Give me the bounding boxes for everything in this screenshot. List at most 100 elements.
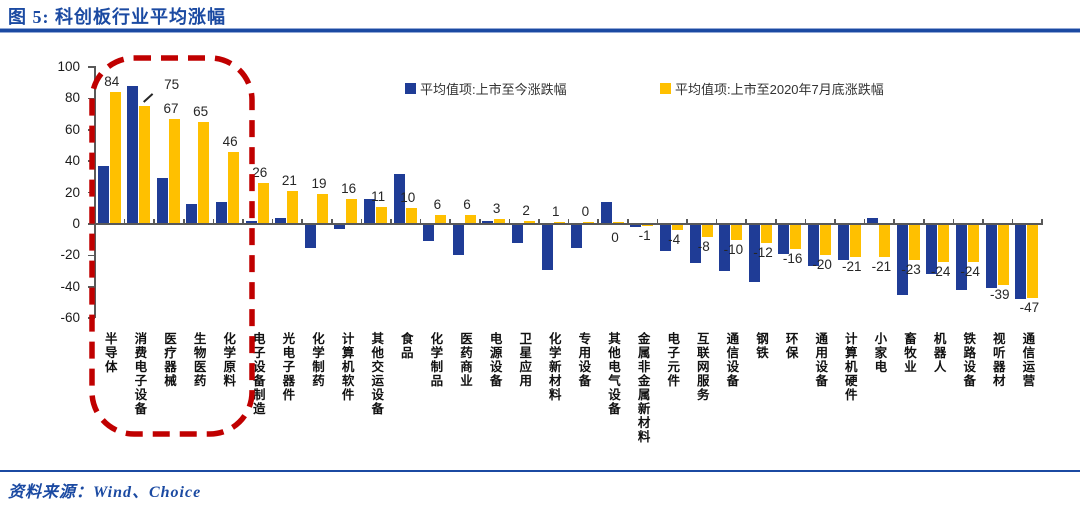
data-label: -47: [1019, 299, 1040, 315]
figure-title: 图 5: 科创板行业平均涨幅: [8, 7, 226, 27]
bar-series2-畜牧业: [908, 224, 920, 261]
x-tick-mark: [1041, 219, 1043, 225]
y-tick-label: -40: [60, 278, 80, 294]
data-label: 46: [222, 133, 238, 149]
bar-series1-电子元件: [659, 224, 671, 251]
y-tick-label: 60: [64, 121, 80, 137]
bar-series2-通信设备: [731, 224, 743, 240]
x-tick-mark: [804, 219, 807, 225]
data-label: 6: [433, 196, 442, 212]
x-tick-mark: [597, 219, 599, 225]
x-tick-mark: [123, 219, 126, 225]
y-axis-line: [94, 66, 96, 318]
category-label-化学原料: 化学原料: [221, 332, 236, 388]
category-label-电子元件: 电子元件: [665, 332, 680, 388]
bar-series1-专用设备: [571, 224, 583, 248]
bar-series1-钢铁: [748, 224, 760, 283]
x-tick-mark: [923, 219, 925, 225]
x-tick-mark: [390, 219, 392, 225]
y-tick-label: 80: [64, 90, 80, 106]
x-tick-mark: [982, 219, 984, 225]
data-label: 26: [252, 165, 268, 181]
data-label: 10: [400, 190, 416, 206]
category-label-专用设备: 专用设备: [576, 332, 591, 388]
bar-series2-通用设备: [819, 224, 831, 256]
category-label-化学制品: 化学制品: [428, 332, 443, 388]
category-label-计算机软件: 计算机软件: [339, 332, 354, 402]
x-tick-mark: [508, 219, 511, 225]
bar-series1-化学原料: [215, 202, 227, 224]
y-tick-label: -20: [60, 247, 80, 263]
x-tick-mark: [893, 219, 895, 225]
data-label: -21: [842, 258, 862, 274]
bar-series1-化学制品: [423, 224, 435, 242]
x-tick-mark: [627, 219, 629, 225]
bar-series2-卫星应用: [523, 220, 535, 224]
data-label: -8: [697, 238, 710, 254]
data-label: 19: [311, 176, 327, 192]
x-tick-mark: [952, 219, 955, 225]
data-label: -20: [812, 257, 832, 273]
x-tick-mark: [686, 219, 688, 225]
legend-swatch-yellow-icon: [660, 83, 671, 94]
x-tick-mark: [1011, 219, 1014, 225]
category-label-视听器材: 视听器材: [990, 332, 1005, 388]
bar-series1-卫星应用: [511, 224, 523, 243]
data-label: 65: [193, 103, 209, 119]
bar-series2-互联网服务: [701, 224, 713, 237]
data-label: 0: [581, 204, 590, 220]
x-tick-mark: [745, 219, 747, 225]
data-label: 21: [281, 173, 297, 188]
category-label-通信运营: 通信运营: [1020, 332, 1035, 388]
bar-series1-畜牧业: [896, 224, 908, 295]
legend-item-series-2: 平均值项:上市至2020年7月底涨跌幅: [660, 79, 884, 98]
x-tick-mark: [212, 219, 215, 225]
bar-series2-钢铁: [760, 224, 772, 243]
x-tick-mark: [360, 219, 363, 225]
bar-series1-铁路设备: [955, 224, 967, 290]
legend-item-series-1: 平均值项:上市至今涨跌幅: [405, 79, 567, 98]
bar-series1-半导体: [97, 165, 109, 224]
x-tick-mark: [94, 219, 96, 225]
bar-series2-其他交运设备: [375, 206, 387, 224]
bar-series2-生物医药: [198, 121, 210, 224]
bar-series1-通信运营: [1015, 224, 1027, 300]
bar-series1-环保: [778, 224, 790, 254]
x-tick-mark: [271, 219, 274, 225]
bar-series2-机器人: [938, 224, 950, 262]
bar-series2-医疗器械: [168, 118, 180, 224]
x-tick-mark: [183, 219, 185, 225]
category-label-医药商业: 医药商业: [458, 332, 472, 388]
x-tick-mark: [449, 219, 451, 225]
bar-series2-化学新材料: [553, 222, 565, 224]
category-label-机器人: 机器人: [931, 332, 946, 374]
bar-series2-铁路设备: [967, 224, 979, 262]
bar-series2-电源设备: [494, 219, 506, 224]
bar-series1-医药商业: [452, 224, 464, 256]
bar-series1-计算机硬件: [837, 224, 849, 261]
category-label-畜牧业: 畜牧业: [902, 332, 916, 374]
category-label-其他电气设备: 其他电气设备: [606, 332, 620, 416]
bar-series2-化学制药: [316, 194, 328, 224]
footer-divider: [0, 470, 1080, 472]
bar-series1-其他交运设备: [363, 198, 375, 224]
category-label-铁路设备: 铁路设备: [961, 332, 976, 388]
category-label-半导体: 半导体: [102, 332, 117, 374]
data-label: -4: [668, 232, 681, 248]
x-tick-mark: [715, 219, 718, 225]
category-label-化学制药: 化学制药: [310, 332, 324, 388]
bar-series1-通用设备: [807, 224, 819, 267]
legend-swatch-blue-icon: [405, 83, 416, 94]
bar-series2-电子设备制造: [257, 183, 269, 224]
bar-series2-通信运营: [1027, 224, 1039, 298]
bar-series2-光电子器件: [287, 191, 299, 224]
bar-series1-光电子器件: [275, 217, 287, 224]
x-tick-mark: [331, 219, 333, 225]
bar-series1-小家电: [867, 217, 879, 224]
y-tick-label: 20: [64, 184, 80, 200]
bar-series2-消费电子设备: [139, 106, 151, 224]
y-tick-label: -60: [60, 310, 80, 326]
bar-series1-金属非金属新材料: [630, 224, 642, 228]
bar-series1-机器人: [926, 224, 938, 275]
